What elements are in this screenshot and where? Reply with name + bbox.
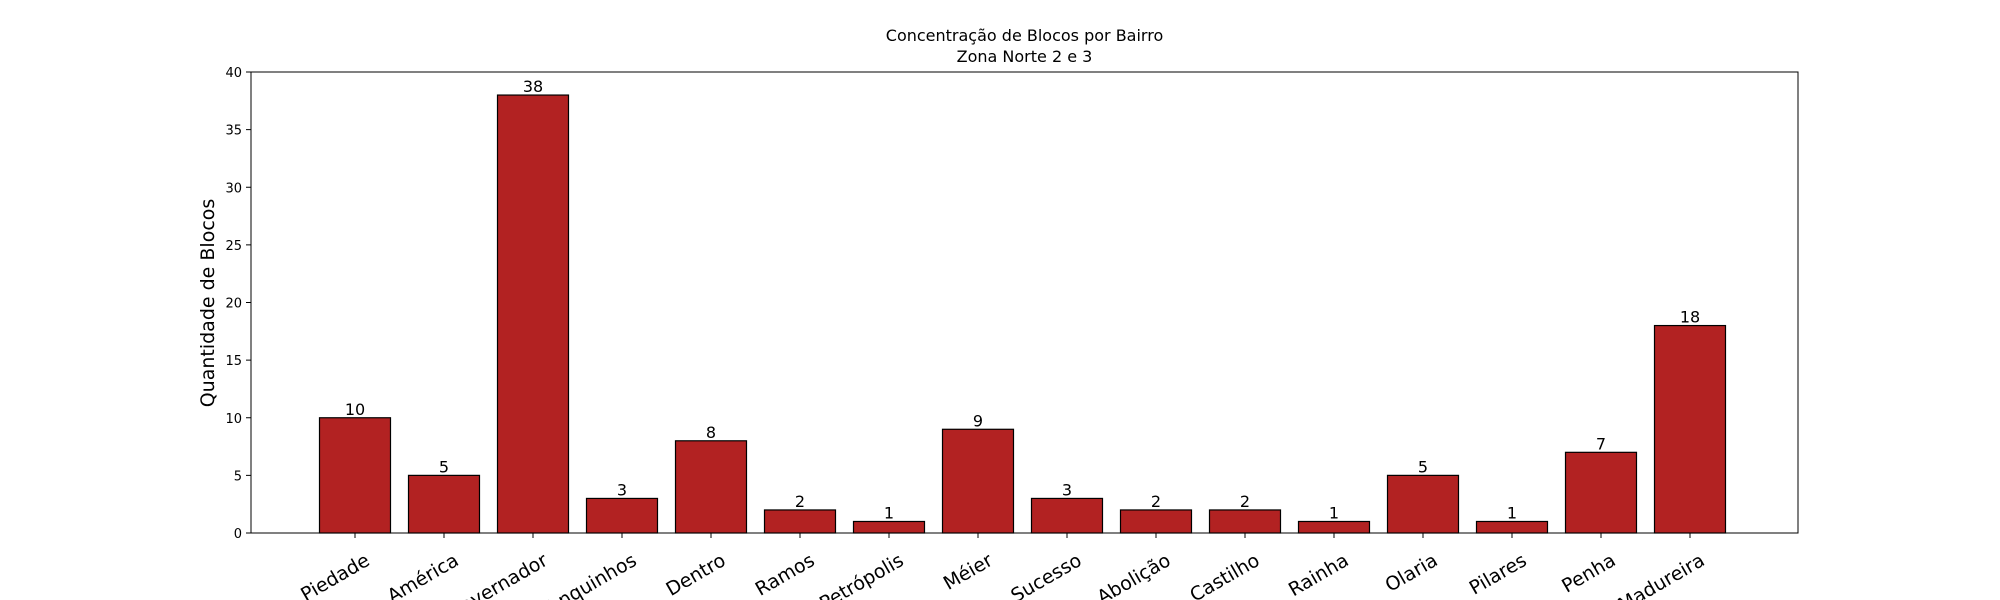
x-tick-label: Sucesso — [1007, 549, 1085, 600]
x-tick-label: América — [384, 549, 463, 600]
bar-value-label: 10 — [345, 400, 365, 419]
bar — [1208, 509, 1282, 534]
y-tick-label: 40 — [225, 66, 242, 81]
bar — [1653, 324, 1727, 534]
bar — [763, 509, 837, 534]
bar — [496, 94, 570, 534]
x-tick-label: Olaria — [1381, 549, 1441, 596]
bar — [852, 520, 926, 534]
x-tick-label: Méier — [940, 549, 997, 595]
bar — [1119, 509, 1193, 534]
x-tick-label: Madureira — [1614, 549, 1708, 600]
y-tick-label: 25 — [225, 239, 242, 254]
bar — [585, 497, 659, 534]
bar — [318, 417, 392, 534]
bar-value-label: 1 — [1507, 503, 1517, 522]
bar-value-label: 38 — [523, 77, 543, 96]
bar — [407, 474, 481, 534]
bar — [1386, 474, 1460, 534]
y-tick-label: 35 — [225, 124, 242, 139]
chart-subtitle: Zona Norte 2 e 3 — [957, 47, 1093, 66]
x-tick-label: Abolição — [1093, 549, 1174, 600]
y-tick-label: 15 — [225, 354, 242, 369]
bar — [1030, 497, 1104, 534]
x-tick-label: Dentro — [662, 549, 729, 600]
bar-value-label: 1 — [884, 503, 894, 522]
bar — [674, 440, 748, 534]
x-tick-label: Castilho — [1186, 549, 1263, 600]
bar — [941, 428, 1015, 534]
x-tick-label: Petrópolis — [816, 549, 908, 600]
x-tick-label: Rainha — [1285, 549, 1353, 600]
bar-value-label: 3 — [1062, 480, 1072, 499]
bar — [1564, 451, 1638, 534]
x-tick-label: Pilares — [1466, 549, 1531, 599]
bar-value-label: 2 — [1151, 492, 1161, 511]
x-tick-label: Tanquinhos — [536, 549, 641, 600]
bar-value-label: 5 — [1418, 457, 1428, 476]
y-axis-label: Quantidade de Blocos — [197, 199, 219, 408]
y-tick-label: 0 — [234, 527, 242, 542]
bar — [1475, 520, 1549, 534]
bar-value-label: 8 — [706, 423, 716, 442]
y-tick-label: 5 — [234, 469, 242, 484]
y-tick-label: 10 — [225, 412, 242, 427]
chart-title: Concentração de Blocos por Bairro — [886, 26, 1163, 45]
bar-value-label: 2 — [795, 492, 805, 511]
bar-value-label: 9 — [973, 411, 983, 430]
bar-value-label: 5 — [439, 457, 449, 476]
bar-value-label: 2 — [1240, 492, 1250, 511]
bar-value-label: 1 — [1329, 503, 1339, 522]
x-tick-label: Ramos — [752, 549, 819, 600]
bar-value-label: 18 — [1680, 308, 1700, 327]
plot-frame — [250, 71, 1799, 534]
x-tick-label: Piedade — [297, 549, 373, 600]
y-tick-label: 30 — [225, 181, 242, 196]
plot-area: 051015202530354010Piedade5América38Gover… — [225, 66, 1799, 600]
bar — [1297, 520, 1371, 534]
bar-value-label: 3 — [617, 480, 627, 499]
x-tick-label: Governador — [444, 549, 552, 600]
x-tick-label: Penha — [1558, 549, 1619, 597]
y-tick-label: 20 — [225, 297, 242, 312]
bar-value-label: 7 — [1596, 434, 1606, 453]
